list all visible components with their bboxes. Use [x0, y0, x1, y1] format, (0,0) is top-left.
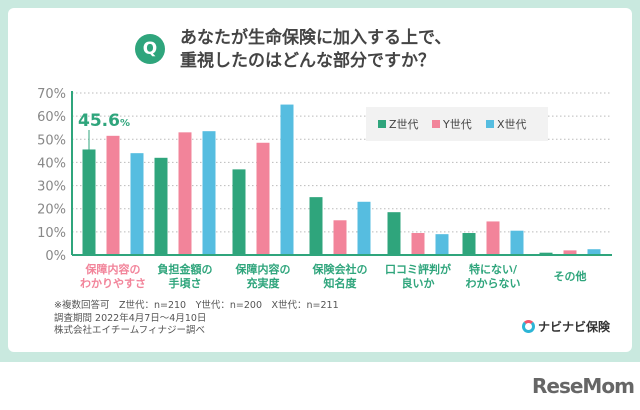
y-tick-label: 10% — [37, 226, 66, 241]
x-category-label: 口コミ評判が — [385, 262, 451, 276]
bar-X世代 — [202, 131, 216, 255]
bar-Y世代 — [106, 135, 120, 255]
bar-Y世代 — [563, 250, 577, 255]
bar-Z世代 — [232, 169, 246, 255]
legend-swatch — [432, 120, 440, 128]
y-tick-label: 20% — [37, 203, 66, 218]
y-tick-label: 70% — [37, 87, 66, 102]
bar-chart: 0%10%20%30%40%50%60%70%保障内容のわかりやすさ負担金額の手… — [37, 87, 612, 290]
annotation-value: 45.6 — [78, 111, 120, 131]
title-line-1: あなたが生命保険に加入する上で、 — [180, 28, 452, 48]
bar-Y世代 — [256, 142, 270, 255]
title-line-2: 重視したのはどんな部分ですか？ — [180, 51, 435, 71]
bar-X世代 — [587, 249, 601, 255]
bar-Z世代 — [309, 197, 323, 255]
bar-X世代 — [280, 104, 294, 255]
footnote-period: 調査期間 2022年4月7日～4月10日 — [54, 312, 207, 324]
x-category-label: 保険会社の — [312, 262, 368, 276]
x-category-label: 知名度 — [323, 276, 358, 290]
legend-label: X世代 — [497, 118, 527, 131]
navinavi-logo: ナビナビ保険 — [522, 318, 610, 335]
x-category-label: 負担金額の — [158, 262, 213, 276]
resemom-logo: ReseMom — [532, 374, 635, 398]
x-category-label: 良いか — [402, 276, 435, 290]
logo-text: ナビナビ保険 — [538, 320, 611, 334]
bar-Z世代 — [154, 157, 168, 255]
chart-title: あなたが生命保険に加入する上で、 重視したのはどんな部分ですか？ — [180, 27, 451, 73]
legend-label: Z世代 — [389, 118, 419, 131]
x-category-label: 特にない/ — [469, 262, 518, 276]
y-tick-label: 50% — [37, 133, 66, 148]
footnote-source: 株式会社エイチームフィナジー調べ — [54, 325, 205, 336]
logo-ring-icon — [522, 320, 535, 333]
bar-Y世代 — [486, 221, 500, 255]
y-tick-label: 0% — [45, 249, 66, 264]
x-category-label: わかりやすさ — [80, 277, 146, 290]
bar-X世代 — [357, 201, 371, 255]
bar-X世代 — [510, 230, 524, 255]
bar-Y世代 — [333, 220, 347, 255]
annotation-unit: % — [120, 118, 130, 129]
bar-Z世代 — [462, 233, 476, 255]
bar-X世代 — [435, 234, 449, 255]
bar-Z世代 — [82, 149, 96, 255]
footnotes: ※複数回答可 Z世代：n=210 Y世代：n=200 X世代：n=211 調査期… — [54, 300, 339, 338]
bar-Y世代 — [411, 233, 425, 255]
legend-box — [366, 107, 548, 141]
legend-swatch — [486, 120, 494, 128]
bar-Z世代 — [387, 212, 401, 255]
y-tick-label: 40% — [37, 156, 66, 171]
x-category-label: 保障内容の — [85, 262, 141, 276]
y-tick-label: 30% — [37, 180, 66, 195]
bar-Z世代 — [539, 252, 553, 255]
x-category-label: 手頃さ — [169, 276, 202, 290]
y-tick-label: 60% — [37, 110, 66, 125]
bar-X世代 — [130, 153, 144, 255]
q-badge: Q — [135, 34, 165, 64]
footnote-sample: ※複数回答可 Z世代：n=210 Y世代：n=200 X世代：n=211 — [54, 300, 339, 311]
legend-label: Y世代 — [442, 118, 472, 131]
x-category-label: わからない — [466, 277, 521, 290]
bar-Y世代 — [178, 132, 192, 255]
legend-swatch — [378, 120, 386, 128]
x-category-label: 保障内容の — [235, 262, 291, 276]
x-category-label: その他 — [554, 269, 587, 283]
x-category-label: 充実度 — [247, 276, 281, 290]
